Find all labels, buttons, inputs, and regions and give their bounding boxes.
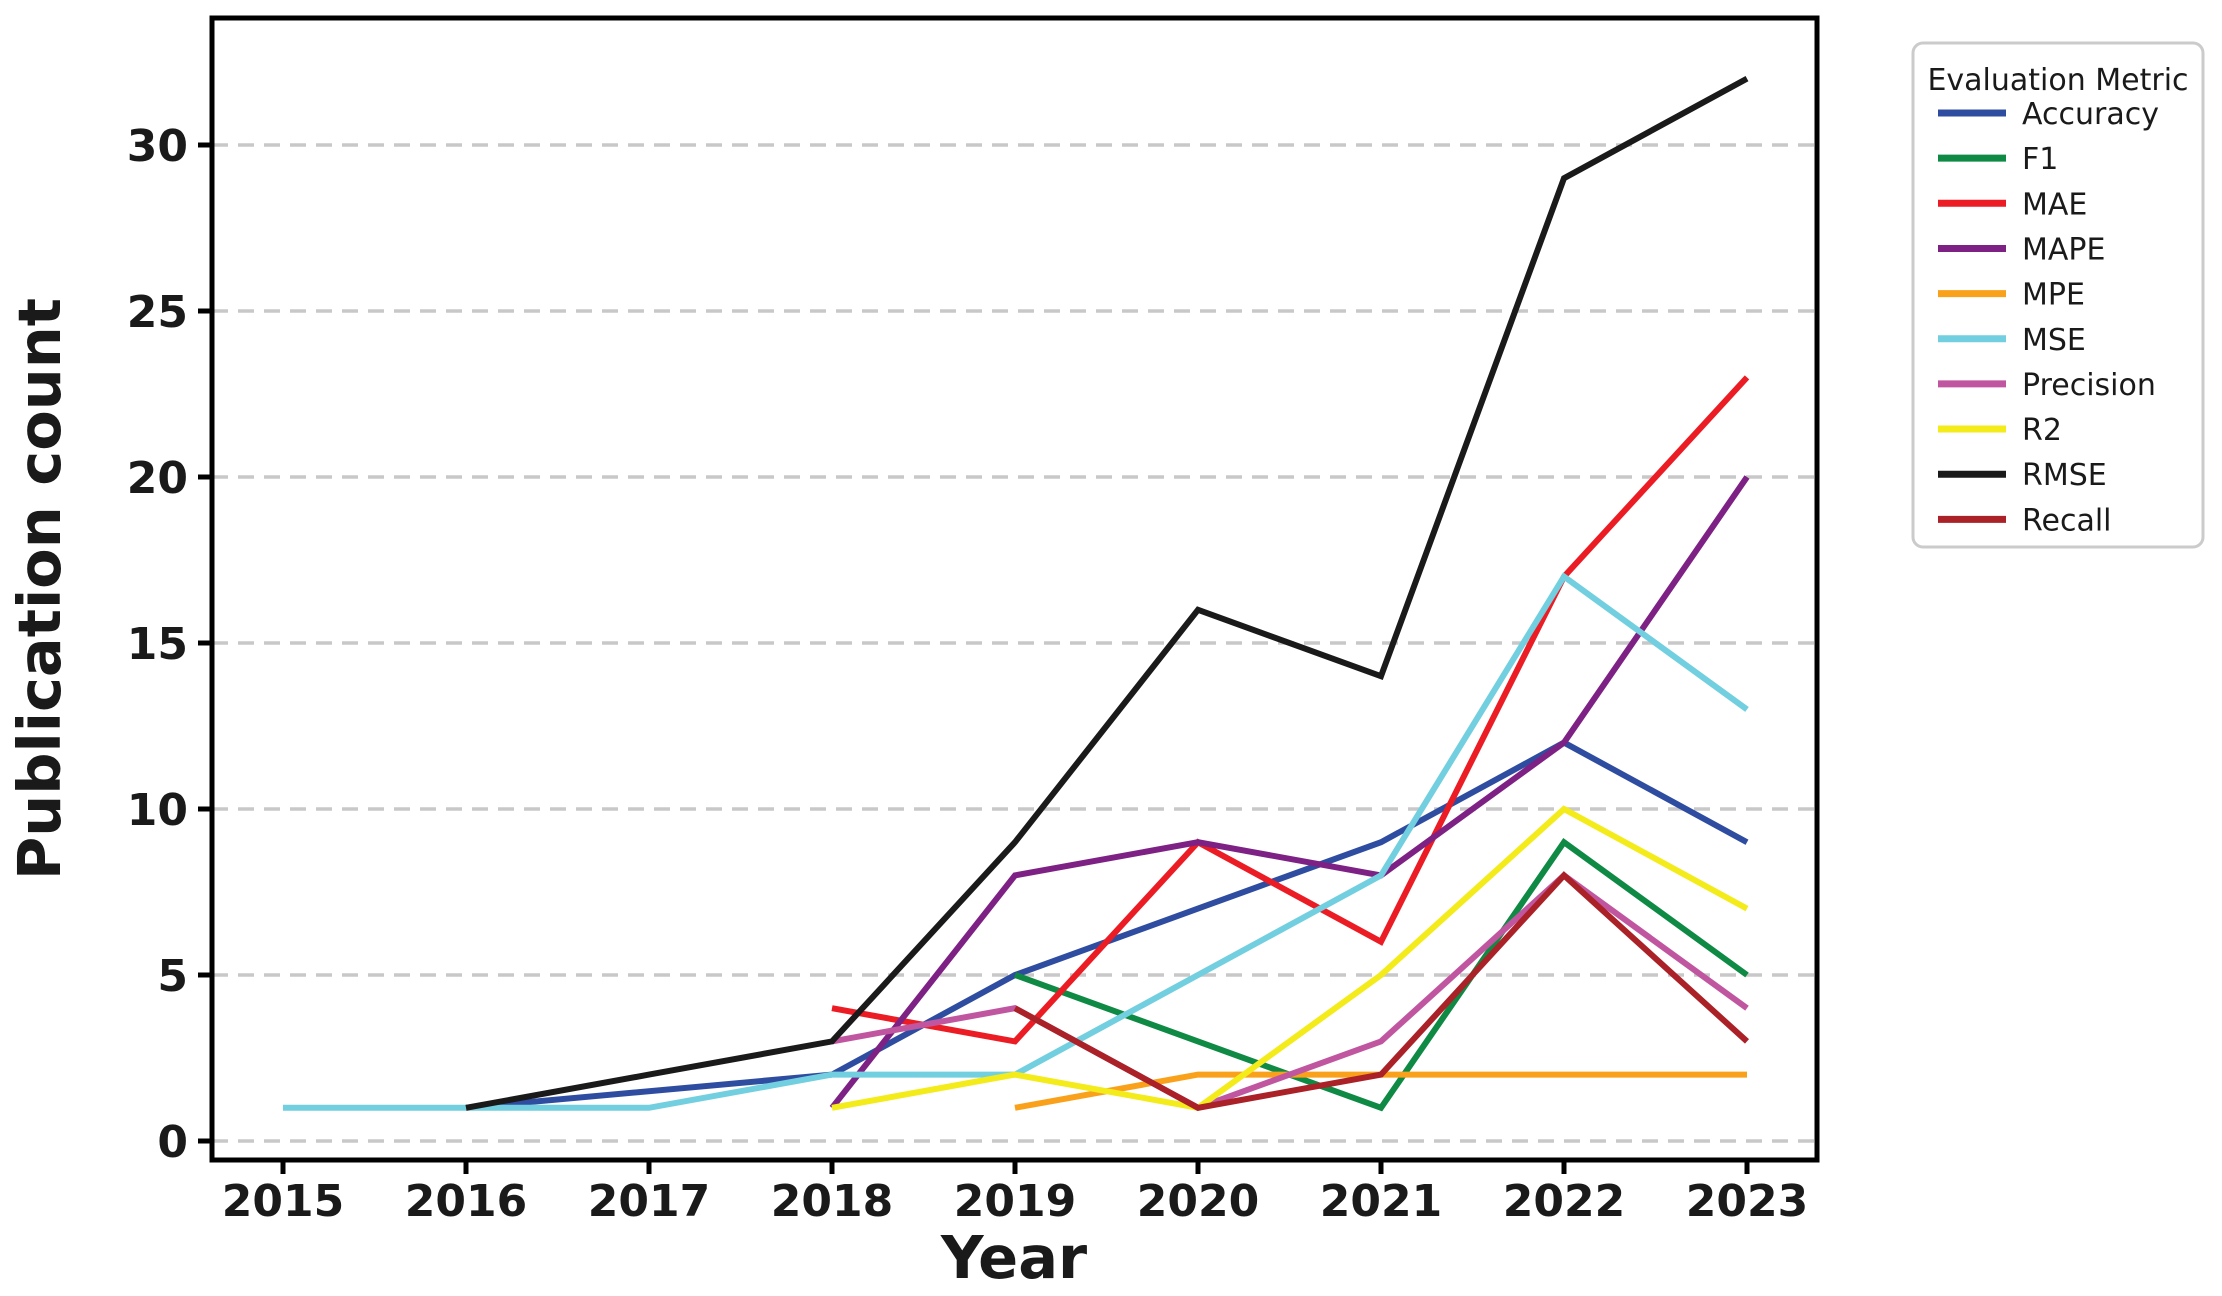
x-tick-label: 2020 xyxy=(1137,1176,1259,1227)
x-tick-label: 2021 xyxy=(1320,1176,1442,1227)
legend-item-label: MAPE xyxy=(2022,232,2105,267)
series-line-mae xyxy=(831,375,1750,1045)
legend-item-label: Accuracy xyxy=(2022,97,2159,132)
legend-item-label: R2 xyxy=(2022,413,2062,448)
legend-item-label: F1 xyxy=(2022,142,2058,177)
legend-items: Accuracy F1 MAE MAPE MPE MSE Precision R2 RMSE Re… xyxy=(1938,97,2159,538)
legend-item: MSE xyxy=(1938,323,2086,358)
series-lines xyxy=(283,75,1750,1112)
x-tick-label: 2016 xyxy=(405,1176,527,1227)
legend-item-label: Recall xyxy=(2022,503,2112,538)
legend-item-label: Precision xyxy=(2022,368,2156,403)
legend-title: Evaluation Metric xyxy=(1927,63,2188,98)
legend-item: R2 xyxy=(1938,413,2062,448)
legend-item: MAPE xyxy=(1938,232,2105,267)
legend-item-label: RMSE xyxy=(2022,458,2107,493)
y-tick-label: 0 xyxy=(157,1117,188,1168)
y-tick-label: 15 xyxy=(127,619,188,670)
legend-item: Precision xyxy=(1938,368,2156,403)
y-axis-ticks: 0 5 10 15 20 25 30 xyxy=(127,121,212,1168)
y-axis-label: Publication count xyxy=(5,298,74,880)
legend-item-label: MPE xyxy=(2022,278,2085,313)
legend-item-label: MAE xyxy=(2022,187,2087,222)
series-line-f1 xyxy=(1013,837,1749,1112)
legend-item: F1 xyxy=(1938,142,2058,177)
x-tick-label: 2019 xyxy=(954,1176,1076,1227)
legend: Evaluation Metric Accuracy F1 MAE MAPE MPE MS… xyxy=(1911,41,2205,549)
series-line-recall xyxy=(1013,871,1750,1111)
x-tick-label: 2018 xyxy=(771,1176,893,1227)
legend-item: MAE xyxy=(1938,187,2087,222)
x-tick-label: 2017 xyxy=(588,1176,710,1227)
x-axis-ticks: 2015 2016 2017 2018 2019 2020 2021 2022 2023 xyxy=(222,1160,1808,1227)
series-line-r2 xyxy=(831,805,1749,1111)
y-tick-label: 10 xyxy=(127,785,188,836)
x-axis-label: Year xyxy=(940,1223,1087,1292)
legend-item-label: MSE xyxy=(2022,323,2086,358)
gridlines xyxy=(212,143,1817,1143)
legend-item: Accuracy xyxy=(1938,97,2159,132)
series-line-mape xyxy=(829,475,1750,1110)
series-line-precision xyxy=(831,871,1749,1112)
y-tick-label: 25 xyxy=(127,287,188,338)
legend-box xyxy=(1911,41,2205,549)
series-line-rmse xyxy=(465,75,1749,1111)
legend-item: Recall xyxy=(1938,503,2112,538)
legend-item: RMSE xyxy=(1938,458,2107,493)
y-tick-label: 20 xyxy=(127,453,188,504)
series-line-accuracy xyxy=(465,739,1749,1111)
legend-item: MPE xyxy=(1938,278,2085,313)
y-tick-label: 30 xyxy=(127,121,188,172)
x-tick-label: 2015 xyxy=(222,1176,344,1227)
x-tick-label: 2022 xyxy=(1503,1176,1625,1227)
x-tick-label: 2023 xyxy=(1686,1176,1808,1227)
y-tick-label: 5 xyxy=(157,951,188,1002)
